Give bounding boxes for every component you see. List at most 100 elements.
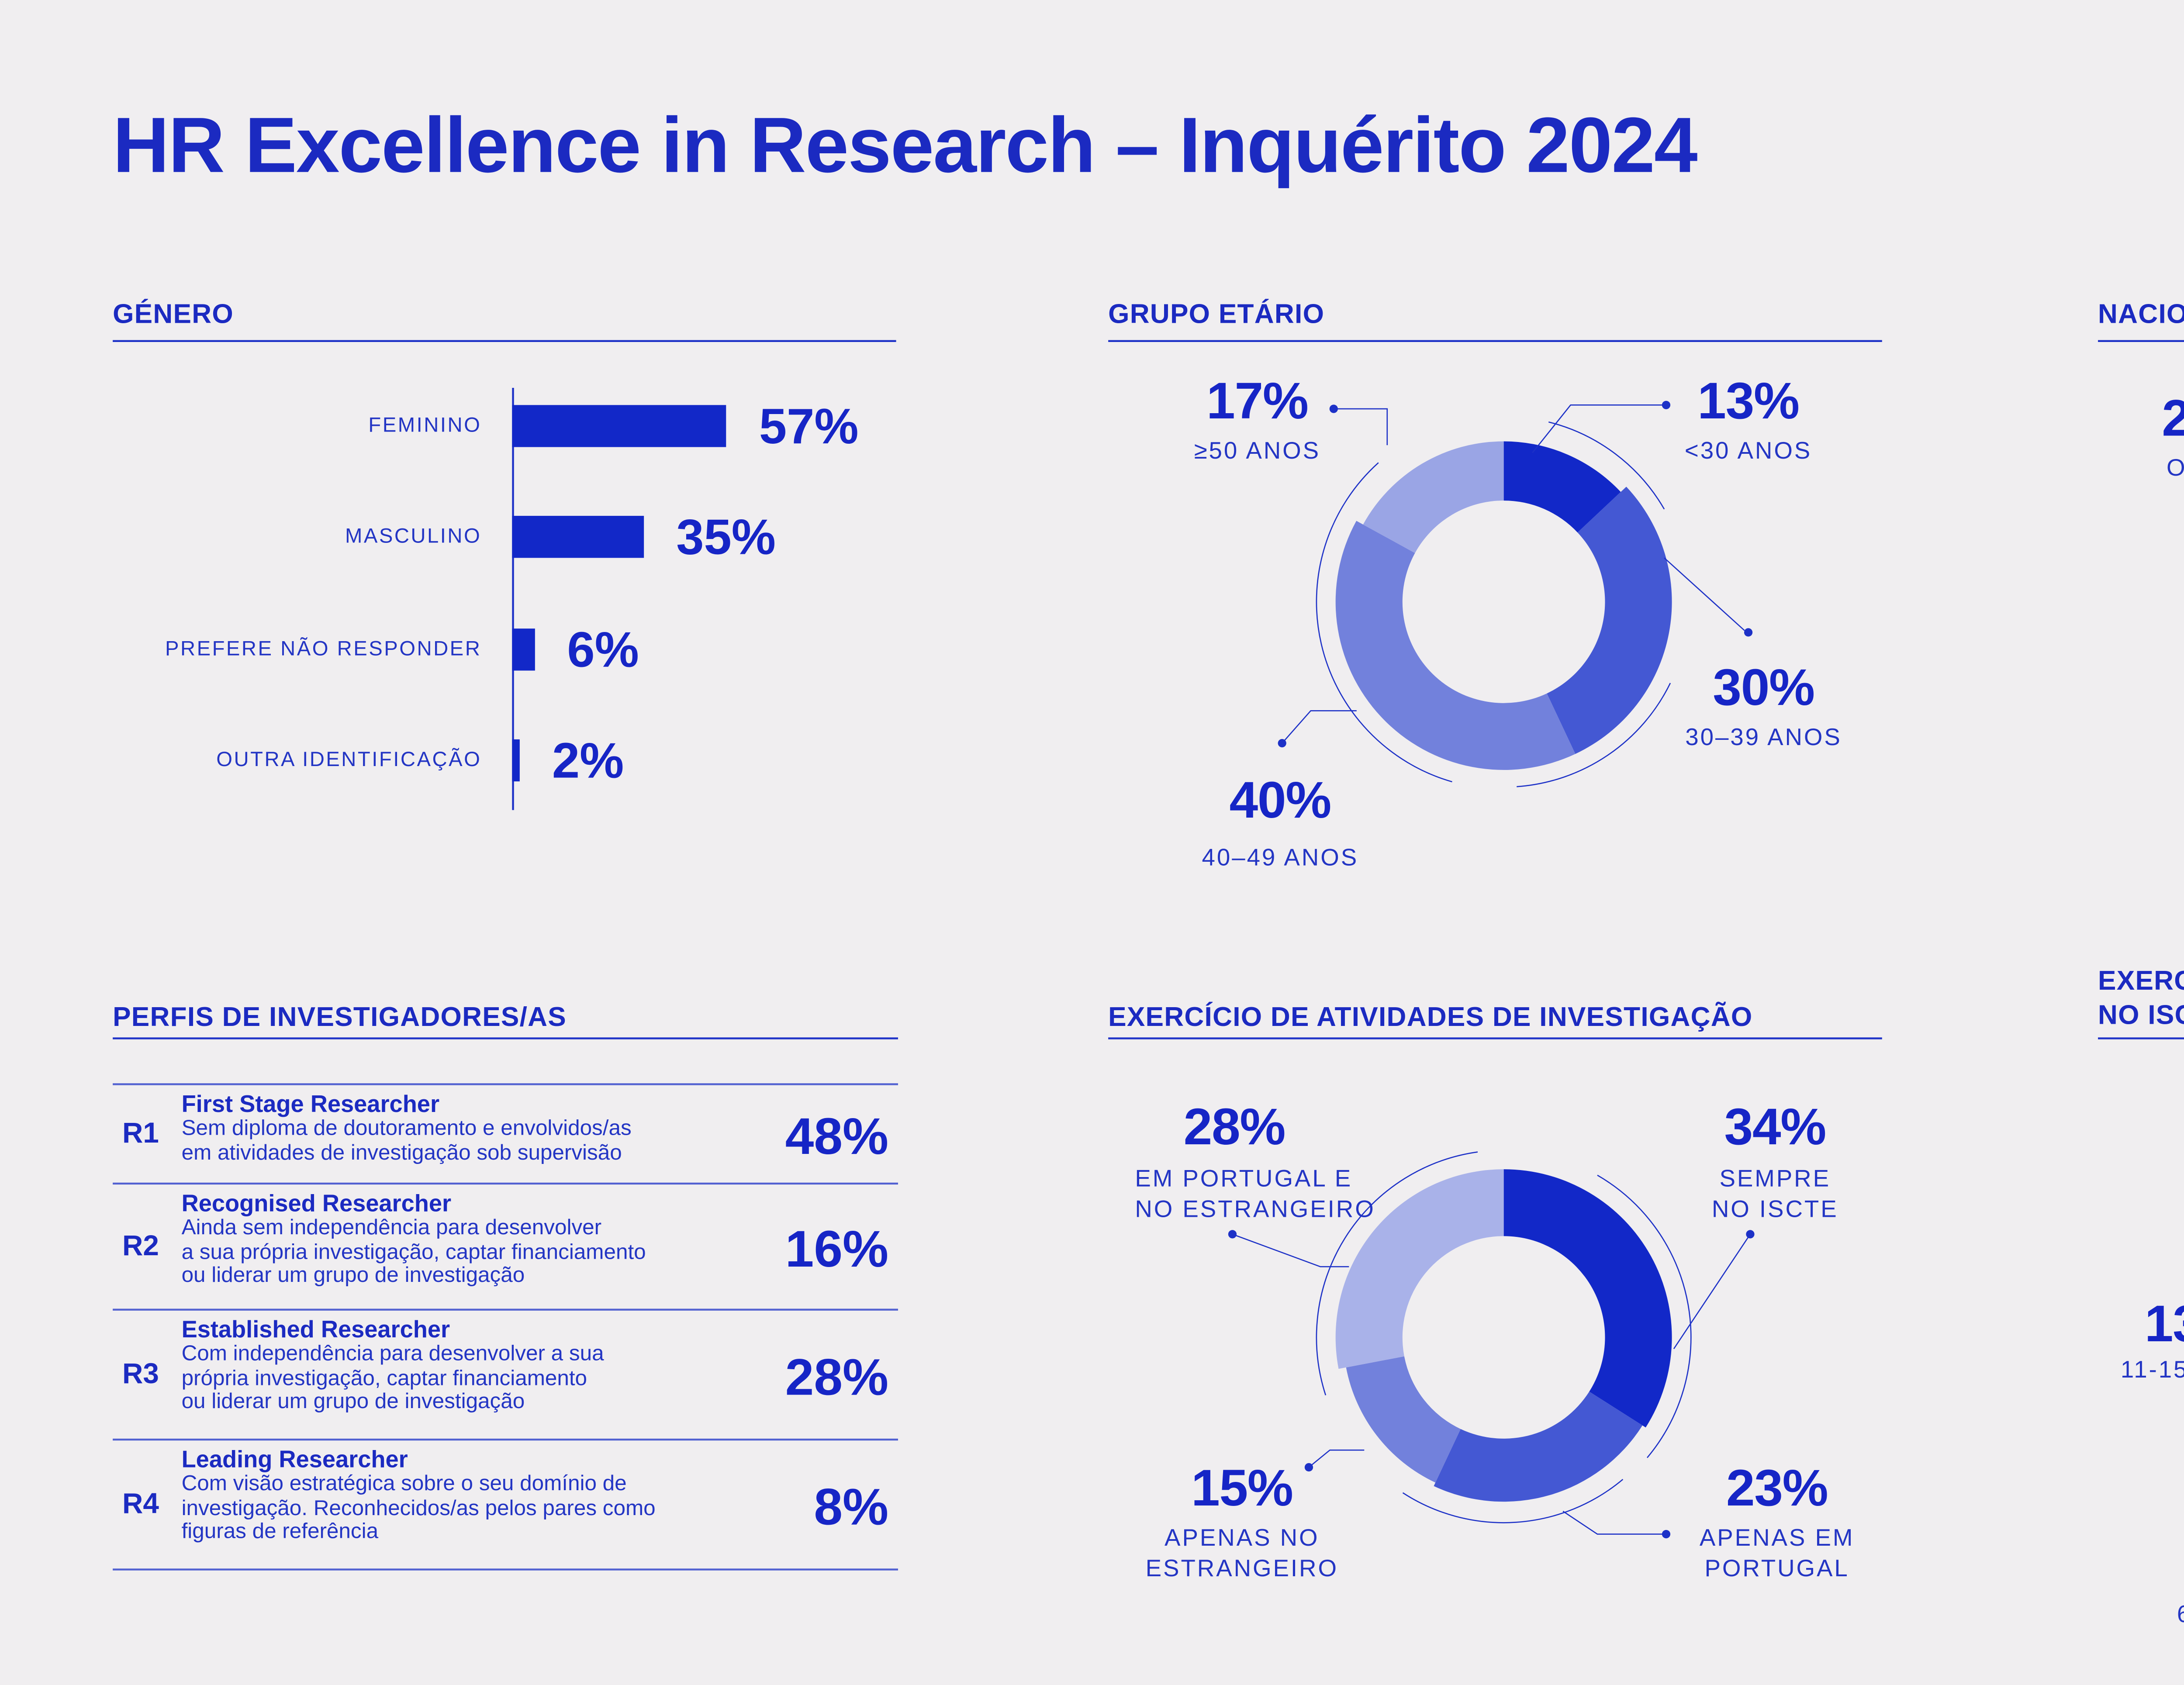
donut-slice-grupo_etario-2 bbox=[1335, 521, 1576, 770]
row-desc: figuras de referência bbox=[181, 1520, 379, 1544]
callout-pct: 30% bbox=[1713, 659, 1815, 717]
heading-underline bbox=[1108, 1037, 1882, 1039]
callout-label: ESTRANGEIRO bbox=[1145, 1555, 1338, 1582]
section-heading-perfis: PERFIS DE INVESTIGADORES/AS bbox=[113, 1003, 567, 1034]
leader-dot bbox=[1662, 1530, 1671, 1539]
callout-pct: 23% bbox=[1726, 1460, 1828, 1517]
donut-slice-exercicio-2 bbox=[1346, 1356, 1461, 1483]
section-heading-genero: GÉNERO bbox=[113, 300, 234, 331]
leader-dot bbox=[1746, 1230, 1755, 1239]
row-title: Recognised Researcher bbox=[181, 1190, 452, 1217]
callout-menos-30-anos: 13% <30 ANOS bbox=[1649, 376, 1848, 466]
callout-sempre-no-iscte: 34% SEMPRE NO ISCTE bbox=[1676, 1098, 1874, 1225]
callout-label: APENAS EM bbox=[1699, 1524, 1855, 1551]
callout-label: <30 ANOS bbox=[1684, 437, 1812, 464]
leader-dot bbox=[1744, 628, 1753, 637]
table-rule bbox=[113, 1438, 898, 1440]
callout-30-39-anos: 30% 30–39 ANOS bbox=[1664, 659, 1863, 753]
row-pct-r3: 28% bbox=[785, 1349, 889, 1406]
bar-outra-identificacao bbox=[512, 739, 520, 782]
callout-portugal-e-estrangeiro: 28% EM PORTUGAL E NO ESTRANGEIRO bbox=[1135, 1098, 1373, 1225]
table-row-r3: Established Researcher Com independência… bbox=[181, 1316, 604, 1415]
donut-slice-exercicio-0 bbox=[1503, 1169, 1672, 1428]
callout-pct: 17% bbox=[1206, 373, 1309, 430]
section-heading-exercicio-iscte-1: EXERCÍCIO DE ATIVIDADES DE INVESTIGAÇÃO bbox=[2098, 967, 2184, 998]
row-desc: a sua própria investigação, captar finan… bbox=[181, 1241, 646, 1264]
callout-pct: 40% bbox=[1229, 772, 1332, 829]
leader-line bbox=[1673, 1234, 1751, 1350]
bar-category-label: PREFERE NÃO RESPONDER bbox=[165, 638, 482, 661]
decor-arc bbox=[1517, 683, 1671, 787]
bar-feminino bbox=[512, 405, 727, 447]
donut-slice-grupo_etario-3 bbox=[1363, 441, 1504, 553]
page-title: HR Excellence in Research – Inquérito 20… bbox=[113, 101, 1698, 190]
row-pct-r1: 48% bbox=[785, 1108, 889, 1166]
row-desc: ou liderar um grupo de investigação bbox=[181, 1391, 525, 1414]
leader-line bbox=[1532, 404, 1666, 453]
heading-underline bbox=[113, 1037, 898, 1039]
callout-label: 11-15 ANOS bbox=[2120, 1356, 2184, 1384]
callout-label: 30–39 ANOS bbox=[1685, 724, 1842, 751]
callout-40-49-anos: 40% 40–49 ANOS bbox=[1181, 772, 1379, 873]
decor-arc bbox=[1316, 462, 1452, 783]
bar-value: 35% bbox=[676, 508, 776, 566]
bar-masculino bbox=[512, 516, 644, 558]
row-desc: Sem diploma de doutoramento e envolvidos… bbox=[181, 1118, 632, 1141]
callout-pct: 28% bbox=[1183, 1098, 1286, 1156]
section-heading-exercicio-iscte-2: NO ISCTE bbox=[2098, 1001, 2184, 1032]
row-desc: Com visão estratégica sobre o seu domíni… bbox=[181, 1473, 627, 1496]
row-pct-r4: 8% bbox=[814, 1478, 889, 1536]
callout-label: SEMPRE bbox=[1719, 1165, 1831, 1192]
row-title: Established Researcher bbox=[181, 1316, 450, 1343]
section-heading-grupo-etario: GRUPO ETÁRIO bbox=[1108, 300, 1325, 331]
table-row-r4: Leading Researcher Com visão estratégica… bbox=[181, 1447, 656, 1545]
callout-6-10-anos: 16% 6-10 ANOS bbox=[2146, 1543, 2184, 1630]
callout-outra: 26% OUTRA bbox=[2113, 393, 2184, 483]
callout-pct: 15% bbox=[1191, 1460, 1293, 1517]
callout-pct: 16% bbox=[2146, 1543, 2184, 1593]
section-heading-exercicio: EXERCÍCIO DE ATIVIDADES DE INVESTIGAÇÃO bbox=[1108, 1003, 1753, 1034]
row-id-r1: R1 bbox=[122, 1118, 159, 1150]
row-desc: Com independência para desenvolver a sua bbox=[181, 1343, 604, 1366]
callout-apenas-portugal: 23% APENAS EM PORTUGAL bbox=[1678, 1460, 1876, 1584]
row-desc: própria investigação, captar financiamen… bbox=[181, 1367, 587, 1390]
row-id-r4: R4 bbox=[122, 1488, 159, 1521]
callout-pct: 34% bbox=[1724, 1098, 1827, 1156]
heading-underline bbox=[2098, 1037, 2184, 1039]
leader-line bbox=[1282, 710, 1357, 744]
heading-underline bbox=[1108, 340, 1882, 342]
row-id-r2: R2 bbox=[122, 1230, 159, 1263]
leader-line bbox=[1562, 1511, 1666, 1535]
row-title: First Stage Researcher bbox=[181, 1091, 440, 1118]
decor-arc bbox=[1548, 421, 1665, 510]
donut-grupo-etario bbox=[1335, 441, 1672, 770]
table-row-r2: Recognised Researcher Ainda sem independ… bbox=[181, 1190, 646, 1289]
bar-category-label: FEMININO bbox=[368, 414, 482, 438]
leader-dot bbox=[1278, 739, 1286, 748]
table-row-r1: First Stage Researcher Sem diploma de do… bbox=[181, 1091, 632, 1165]
leader-line bbox=[1232, 1233, 1349, 1267]
callout-50-mais-anos: 17% ≥50 ANOS bbox=[1158, 376, 1357, 466]
bar-prefere-nao-responder bbox=[512, 628, 535, 671]
callout-apenas-estrangeiro: 15% APENAS NO ESTRANGEIRO bbox=[1143, 1460, 1341, 1584]
callout-label: NO ISCTE bbox=[1711, 1196, 1838, 1223]
callout-label: 6-10 ANOS bbox=[2146, 1599, 2184, 1630]
table-rule bbox=[113, 1083, 898, 1085]
row-desc: investigação. Reconhecidos/as pelos pare… bbox=[181, 1497, 656, 1520]
donut-slice-exercicio-1 bbox=[1434, 1392, 1643, 1502]
bar-value: 6% bbox=[567, 621, 639, 678]
donut-exercicio bbox=[1335, 1169, 1672, 1502]
callout-label: >15 ANOS bbox=[2178, 1164, 2184, 1194]
leader-line bbox=[1664, 557, 1745, 631]
callout-label: APENAS NO bbox=[1165, 1524, 1320, 1551]
callout-pct: 13% bbox=[1697, 373, 1800, 430]
callout-label: OUTRA bbox=[2113, 453, 2184, 483]
donut-slice-grupo_etario-0 bbox=[1503, 441, 1621, 533]
row-pct-r2: 16% bbox=[785, 1221, 889, 1278]
callout-pct: 13% bbox=[2178, 1108, 2184, 1158]
table-rule bbox=[113, 1182, 898, 1184]
row-desc: ou liderar um grupo de investigação bbox=[181, 1264, 525, 1288]
callout-label: 40–49 ANOS bbox=[1202, 844, 1359, 871]
